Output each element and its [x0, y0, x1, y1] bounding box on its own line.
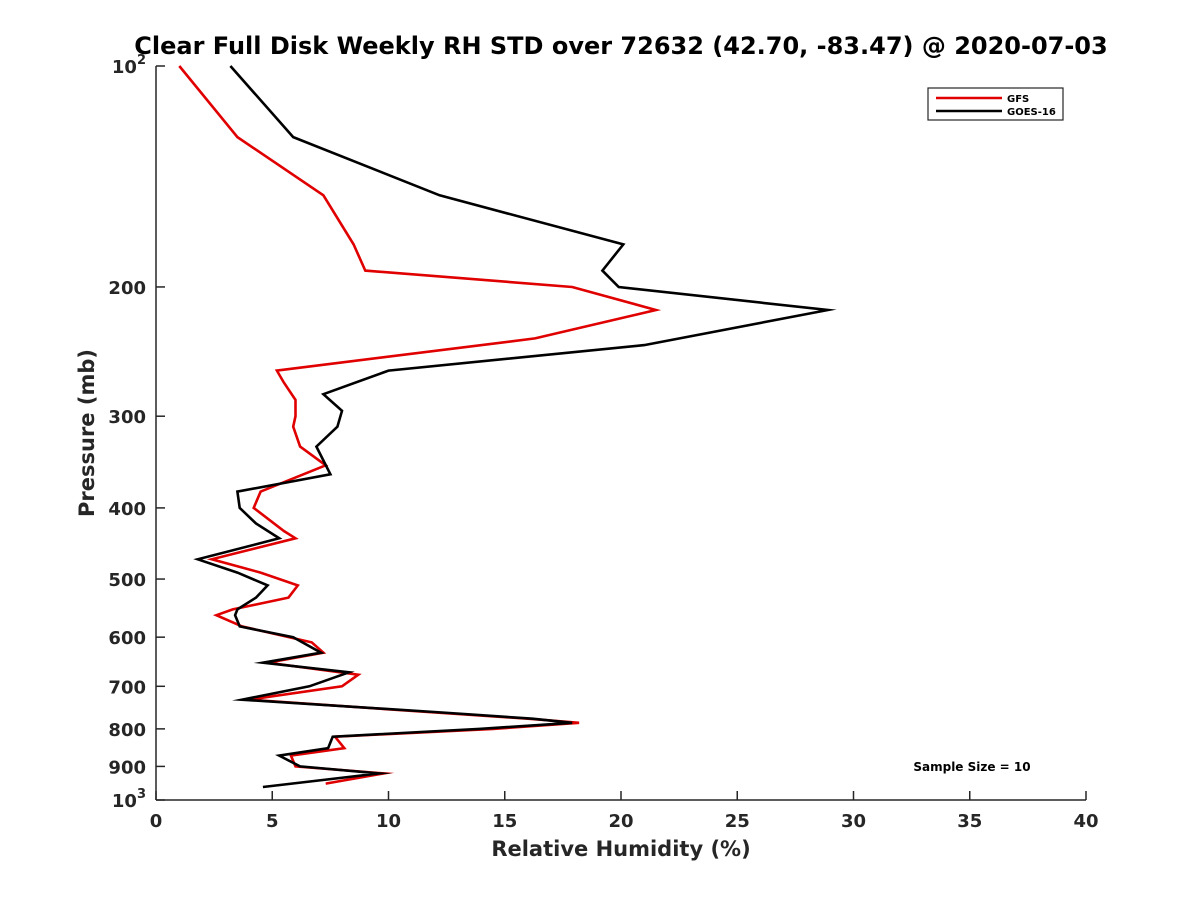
- y-tick-label: 400: [108, 499, 146, 520]
- x-tick-label: 0: [150, 811, 163, 832]
- y-tick-label: 600: [108, 628, 146, 649]
- x-tick-label: 10: [376, 811, 401, 832]
- sample-size-annotation: Sample Size = 10: [913, 760, 1030, 774]
- y-tick-label: 103: [112, 787, 146, 812]
- x-tick-label: 5: [266, 811, 279, 832]
- series-layer: [178, 65, 837, 789]
- y-tick-label: 700: [108, 677, 146, 698]
- x-tick-label: 30: [841, 811, 866, 832]
- axes: 0 5 10 15 20 25 30 35 40 102 200 300 400 500 600 700 800…: [108, 53, 1098, 832]
- x-tick-label: 35: [957, 811, 982, 832]
- y-tick-label: 900: [108, 757, 146, 778]
- x-tick-label: 20: [608, 811, 633, 832]
- legend-label: GFS: [1007, 94, 1029, 105]
- y-axis-label: Pressure (mb): [75, 349, 99, 517]
- series-line-goes-16: [193, 65, 837, 789]
- y-tick-label: 102: [112, 53, 146, 78]
- x-tick-label: 25: [725, 811, 750, 832]
- legend: GFS GOES-16: [927, 87, 1064, 121]
- y-tick-label: 300: [108, 407, 146, 428]
- legend-label: GOES-16: [1007, 107, 1056, 118]
- y-tick-label: 200: [108, 278, 146, 299]
- legend-box: [927, 87, 1064, 121]
- x-axis-label: Relative Humidity (%): [491, 837, 750, 861]
- chart-title: Clear Full Disk Weekly RH STD over 72632…: [134, 32, 1107, 60]
- x-tick-label: 15: [492, 811, 517, 832]
- x-tick-label: 40: [1073, 811, 1098, 832]
- y-tick-label: 500: [108, 570, 146, 591]
- y-tick-label: 800: [108, 720, 146, 741]
